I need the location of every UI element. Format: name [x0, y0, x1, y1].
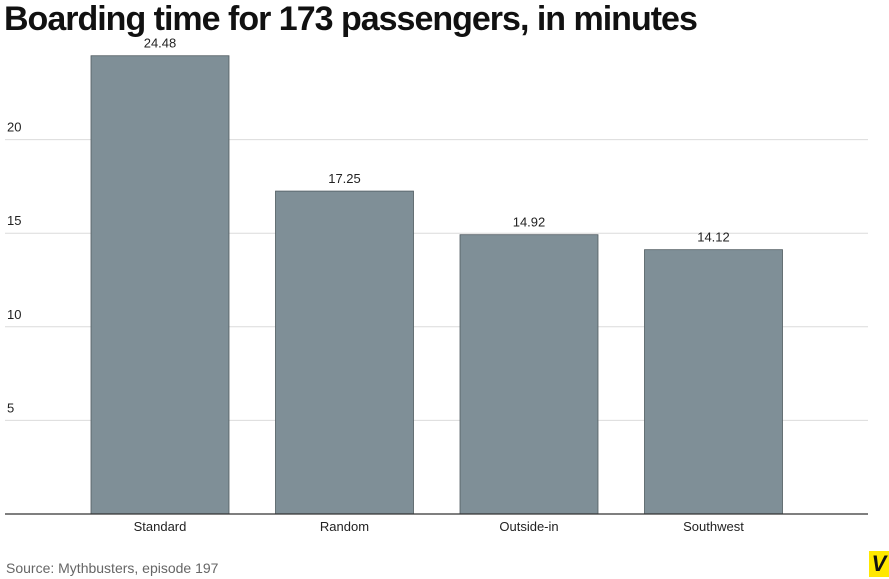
source-note: Source: Mythbusters, episode 197 — [6, 560, 219, 576]
x-tick-label: Southwest — [683, 519, 744, 534]
x-tick-label: Random — [320, 519, 369, 534]
value-label: 14.12 — [697, 230, 730, 245]
value-label: 14.92 — [513, 215, 546, 230]
bar — [644, 249, 783, 515]
bar — [90, 55, 230, 515]
y-tick-label: 15 — [7, 213, 21, 228]
x-tick-label: Outside-in — [499, 519, 558, 534]
y-tick-label: 20 — [7, 120, 21, 135]
logo: V — [872, 551, 889, 576]
x-tick-label: Standard — [134, 519, 187, 534]
y-tick-label: 5 — [7, 400, 14, 415]
bar — [459, 234, 599, 515]
value-label: 24.48 — [144, 36, 177, 51]
y-tick-label: 10 — [7, 307, 21, 322]
chart-title: Boarding time for 173 passengers, in min… — [4, 0, 697, 38]
logo-box — [869, 551, 889, 577]
value-label: 17.25 — [328, 171, 361, 186]
bar — [275, 190, 414, 515]
